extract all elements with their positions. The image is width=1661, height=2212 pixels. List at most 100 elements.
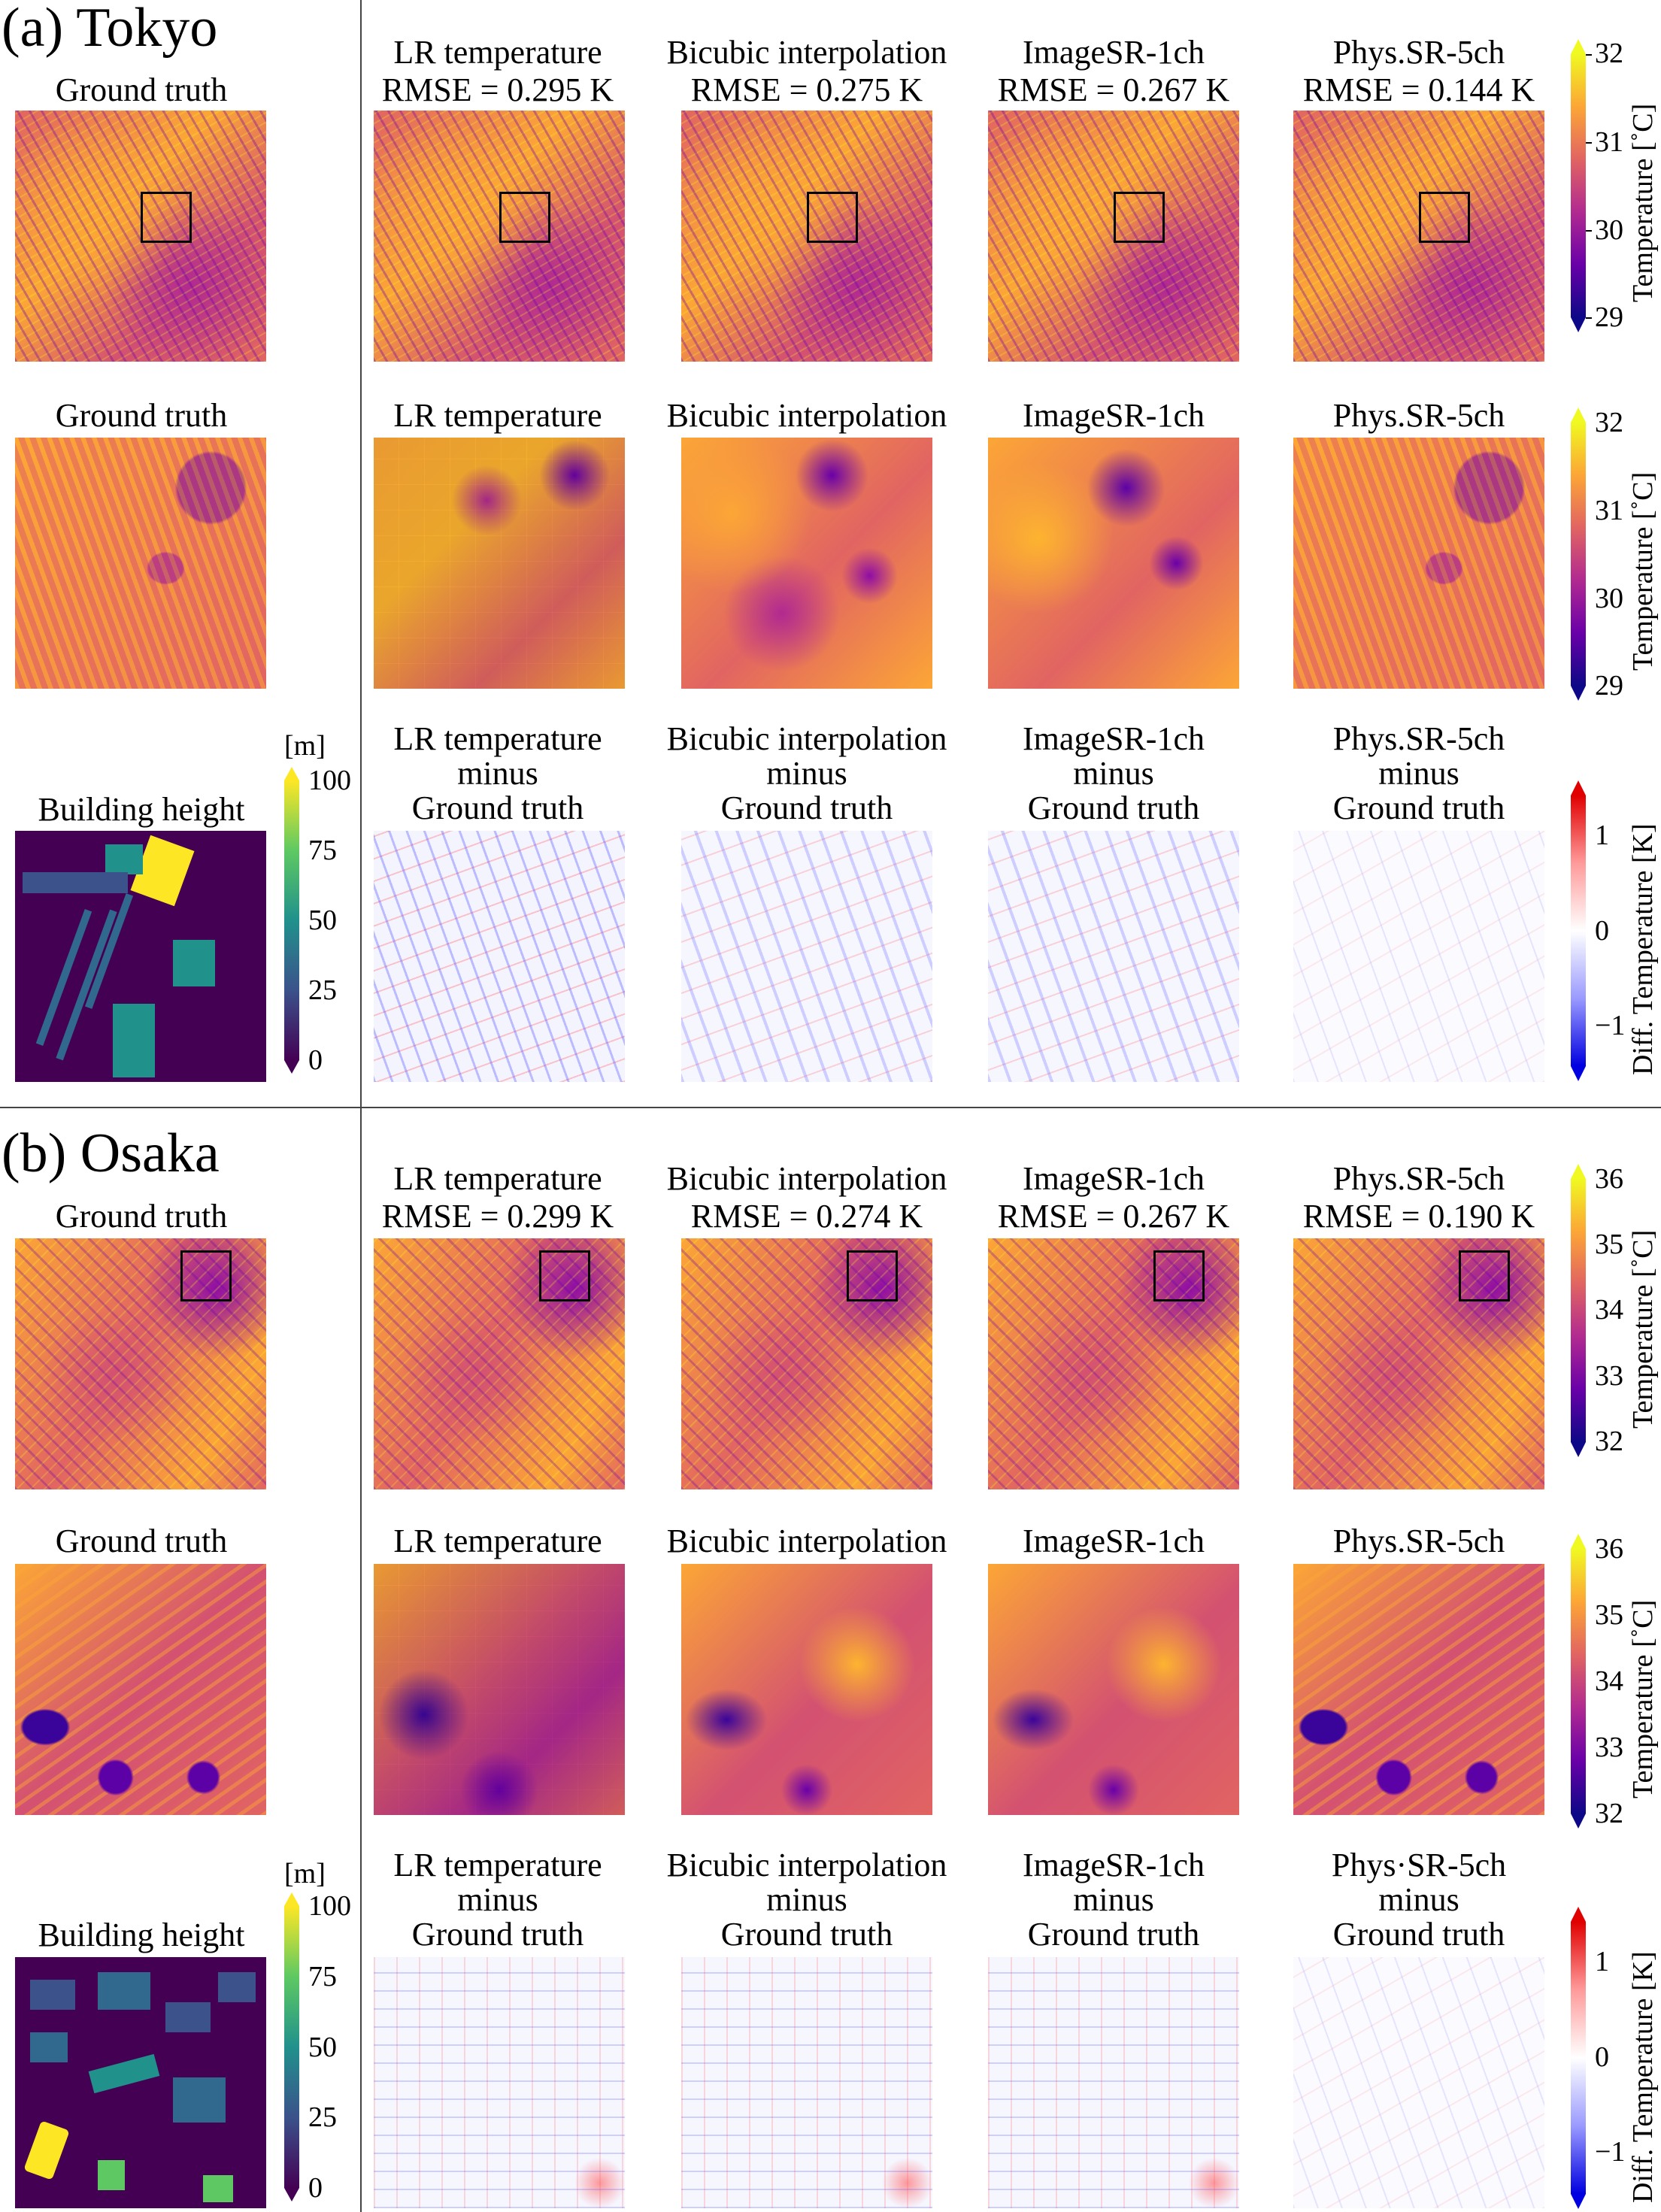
a-r2-gt-zoom-map (15, 438, 266, 689)
building (203, 2175, 233, 2202)
b-r3-lr-diff-map (374, 1957, 625, 2208)
a-r3-imagesr-diff-map (988, 831, 1239, 1082)
a-r3-bicubic-diff-map (681, 831, 932, 1082)
a-r1-title-physsr-1: Phys.SR-5ch (1332, 34, 1505, 71)
cbar-extend-top (1571, 1164, 1586, 1179)
building (30, 1980, 75, 2010)
a-r3-title-physsr-3: Ground truth (1332, 789, 1505, 826)
b-r2-title-lr: LR temperature (393, 1523, 602, 1559)
b-height-tick-25: 25 (308, 2101, 337, 2133)
b-height-tick-100: 100 (308, 1890, 351, 1922)
b-r1-temperature-colorbar (1571, 1179, 1586, 1442)
b-r3-title-lr-1: LR temperature (393, 1847, 602, 1883)
tickmark (1586, 230, 1592, 232)
b-r2-title-physsr: Phys.SR-5ch (1332, 1523, 1505, 1559)
section-horizontal-divider (0, 1107, 1661, 1108)
b-r1-cbar-tick-32: 32 (1595, 1426, 1623, 1457)
a-r1-cbar-label: Temperature [˚C] (1627, 103, 1659, 302)
cbar-extend-bottom (284, 1060, 299, 1074)
b-r2-title-bicubic: Bicubic interpolation (666, 1523, 947, 1559)
a-r3-title-imagesr-1: ImageSR-1ch (1023, 720, 1205, 757)
a-r3-title-bicubic-1: Bicubic interpolation (666, 720, 947, 757)
a-height-tick-75: 75 (308, 835, 337, 866)
cbar-extend-top (1571, 1907, 1586, 1922)
b-r3-title-physsr-2: minus (1378, 1881, 1459, 1918)
b-r3-title-physsr-1: Phys·SR-5ch (1331, 1847, 1507, 1883)
tickmark (1586, 54, 1592, 56)
a-r1-title-bicubic-2: RMSE = 0.275 K (690, 71, 923, 108)
b-r3-imagesr-diff-map (988, 1957, 1239, 2208)
b-r1-gt-title: Ground truth (55, 1198, 228, 1235)
a-r2-title-physsr: Phys.SR-5ch (1332, 397, 1505, 434)
a-r3-physsr-diff-map (1293, 831, 1544, 1082)
a-r1-cbar-tick-32: 32 (1595, 38, 1623, 69)
a-r1-imagesr-map (988, 111, 1239, 362)
tickmark (1586, 142, 1592, 144)
zoom-box (1419, 192, 1470, 243)
a-height-colorbar (284, 780, 299, 1060)
a-r3-lr-diff-map (374, 831, 625, 1082)
a-r1-lr-map (374, 111, 625, 362)
zoom-box (539, 1250, 590, 1301)
section-b-vertical-divider (360, 1108, 362, 2212)
b-r2-gt-zoom-map (15, 1564, 266, 1815)
b-r1-title-imagesr-1: ImageSR-1ch (1023, 1160, 1205, 1197)
cbar-extend-top (284, 767, 299, 780)
cbar-extend-top (1571, 408, 1586, 423)
b-r1-title-lr-1: LR temperature (393, 1160, 602, 1197)
b-r2-cbar-tick-34: 34 (1595, 1665, 1623, 1697)
a-r1-title-imagesr-2: RMSE = 0.267 K (997, 71, 1230, 108)
cbar-extend-bottom (1571, 1066, 1586, 1081)
b-r3-bicubic-diff-map (681, 1957, 932, 2208)
b-height-tick-0: 0 (308, 2172, 323, 2204)
a-r2-gt-title: Ground truth (55, 397, 228, 434)
b-diff-tick-m1: −1 (1595, 2136, 1626, 2168)
b-r3-title-bicubic-3: Ground truth (720, 1916, 893, 1953)
zoom-box (1153, 1250, 1205, 1301)
a-r1-temperature-colorbar (1571, 54, 1586, 317)
a-r2-cbar-tick-30: 30 (1595, 583, 1623, 614)
a-r1-cbar-tick-30: 30 (1595, 214, 1623, 246)
b-r2-title-imagesr: ImageSR-1ch (1023, 1523, 1205, 1559)
building (173, 940, 215, 986)
building (88, 2053, 160, 2094)
building (23, 872, 128, 893)
b-r1-title-bicubic-1: Bicubic interpolation (666, 1160, 947, 1197)
b-r2-imagesr-zoom-map (988, 1564, 1239, 1815)
cbar-extend-top (284, 1892, 299, 1906)
b-r3-title-imagesr-2: minus (1073, 1881, 1154, 1918)
cbar-extend-top (1571, 780, 1586, 795)
b-diff-colorbar (1571, 1922, 1586, 2194)
b-r3-physsr-diff-map (1293, 1957, 1544, 2208)
a-r1-title-physsr-2: RMSE = 0.144 K (1302, 71, 1535, 108)
b-r2-cbar-tick-35: 35 (1595, 1599, 1623, 1631)
b-r3-building-height-map (15, 1957, 266, 2208)
cbar-extend-bottom (1571, 2194, 1586, 2209)
a-height-tick-0: 0 (308, 1044, 323, 1076)
a-r1-gt-title: Ground truth (55, 71, 228, 108)
b-r3-title-bicubic-2: minus (766, 1881, 847, 1918)
b-height-colorbar (284, 1906, 299, 2188)
a-r3-title-lr-1: LR temperature (393, 720, 602, 757)
b-r1-cbar-tick-34: 34 (1595, 1294, 1623, 1326)
building (105, 844, 143, 874)
a-r3-title-physsr-1: Phys.SR-5ch (1332, 720, 1505, 757)
cbar-extend-bottom (1571, 1814, 1586, 1829)
cbar-extend-bottom (1571, 317, 1586, 332)
b-r1-physsr-map (1293, 1238, 1544, 1489)
b-r2-cbar-tick-36: 36 (1595, 1533, 1623, 1565)
b-r1-cbar-label: Temperature [˚C] (1627, 1229, 1659, 1429)
b-r1-bicubic-map (681, 1238, 932, 1489)
b-r2-cbar-label: Temperature [˚C] (1627, 1599, 1659, 1798)
a-height-tick-100: 100 (308, 765, 351, 796)
a-r3-title-imagesr-2: minus (1073, 755, 1154, 792)
zoom-box (180, 1250, 232, 1301)
b-height-unit: [m] (284, 1858, 326, 1889)
a-r1-title-lr-1: LR temperature (393, 34, 602, 71)
a-r3-title-bicubic-2: minus (766, 755, 847, 792)
cbar-extend-bottom (1571, 1442, 1586, 1457)
b-r2-lr-zoom-map (374, 1564, 625, 1815)
b-r3-title-imagesr-3: Ground truth (1027, 1916, 1200, 1953)
a-r3-title-lr-2: minus (457, 755, 538, 792)
a-r1-gt-map (15, 111, 266, 362)
